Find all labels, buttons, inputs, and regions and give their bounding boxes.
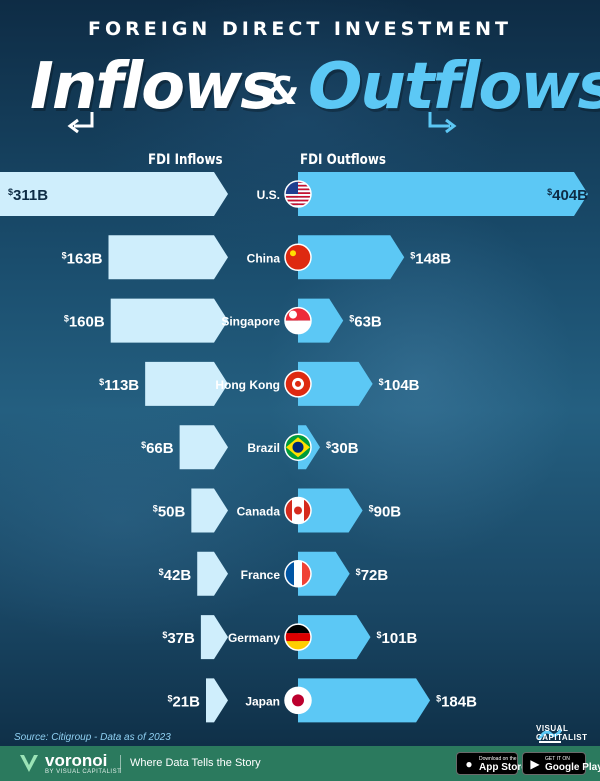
voronoi-wordmark: voronoi [45, 751, 108, 770]
apple-icon: ● [465, 757, 473, 771]
inflow-bar-u-s [0, 172, 228, 216]
outflow-arrow-icon [428, 112, 450, 128]
outflow-label-china: $148B [410, 250, 451, 267]
outflow-label-singapore: $63B [349, 314, 382, 331]
voronoi-logo-icon [20, 755, 38, 772]
hong-kong-flag-icon [284, 370, 312, 398]
inflow-bar-france [197, 551, 228, 596]
inflow-bar-brazil [179, 425, 228, 470]
inflow-label-germany: $37B [162, 630, 195, 647]
japan-flag-icon [284, 686, 312, 715]
outflow-label-hong-kong: $104B [379, 377, 420, 394]
title-arrows [67, 112, 457, 134]
outflow-bar-u-s [298, 172, 588, 216]
inflow-bar-canada [191, 488, 228, 533]
outflow-bar-japan [298, 678, 431, 723]
inflow-label-u-s: $311B [8, 187, 48, 204]
country-label-france: France [241, 568, 281, 582]
google-play-icon: ▶ [530, 757, 540, 771]
outflows-column-label: FDI Outflows [300, 152, 386, 168]
inflow-label-brazil: $66B [141, 440, 174, 457]
outflow-arrow-head-icon [445, 118, 457, 134]
footer-tagline: Where Data Tells the Story [130, 757, 261, 769]
footer-divider [120, 755, 121, 773]
singapore-flag-icon [284, 306, 312, 335]
country-label-hong-kong: Hong Kong [215, 378, 280, 392]
title-ampersand: & [266, 69, 300, 113]
wordmark-line1: VISUAL [536, 724, 569, 733]
country-label-germany: Germany [228, 631, 280, 645]
inflow-label-china: $163B [62, 250, 103, 267]
visual-capitalist-logo-icon [537, 729, 563, 743]
app-store-button[interactable]: ● Download on the App Store [456, 752, 527, 775]
inflow-bar-japan [206, 678, 228, 723]
inflow-arrow-icon [74, 112, 94, 128]
china-flag-icon [284, 243, 312, 272]
outflow-bar-germany [298, 615, 371, 660]
title-outflows: Outflows [308, 50, 600, 124]
inflows-column-label: FDI Inflows [148, 152, 223, 168]
outflow-label-france: $72B [356, 567, 389, 584]
inflow-label-hong-kong: $113B [99, 377, 139, 394]
chart-overline: FOREIGN DIRECT INVESTMENT [88, 18, 512, 40]
google-play-small-text: GET IT ON [545, 756, 570, 762]
outflow-label-germany: $101B [377, 630, 418, 647]
canada-flag-icon [284, 496, 312, 525]
country-label-canada: Canada [237, 505, 281, 519]
source-note: Source: Citigroup - Data as of 2023 [14, 732, 171, 743]
outflow-label-brazil: $30B [326, 440, 359, 457]
fdi-bar-chart: $311B $404B U.S. $163B $148B China $160B $63B Si… [0, 172, 588, 723]
outflow-label-u-s: $404B [547, 187, 588, 204]
outflow-bar-hong-kong [298, 361, 373, 406]
inflow-arrow-head-icon [67, 118, 79, 134]
wordmark-line2: CAPITALIST [536, 733, 588, 742]
inflow-bar-china [108, 235, 228, 280]
outflow-bar-france [298, 551, 350, 596]
inflow-bar-singapore [110, 298, 228, 343]
country-label-singapore: Singapore [221, 315, 280, 329]
brazil-flag-icon [284, 433, 312, 461]
france-flag-icon [284, 560, 312, 588]
country-label-japan: Japan [245, 694, 280, 708]
inflow-label-france: $42B [159, 567, 192, 584]
outflow-label-japan: $184B [436, 693, 477, 710]
germany-flag-icon [284, 623, 312, 651]
inflow-bar-germany [200, 615, 228, 660]
country-label-china: China [247, 251, 281, 265]
google-play-big-text: Google Play [545, 762, 600, 773]
outflow-bar-singapore [298, 298, 344, 343]
footer-bar: voronoi BY VISUAL CAPITALIST Where Data … [0, 746, 600, 781]
google-play-button[interactable]: ▶ GET IT ON Google Play [522, 752, 600, 775]
inflow-label-canada: $50B [153, 504, 186, 521]
outflow-bar-china [298, 235, 405, 280]
inflow-label-japan: $21B [167, 693, 200, 710]
country-label-brazil: Brazil [247, 441, 280, 455]
visual-capitalist-wordmark: VISUAL CAPITALIST [536, 724, 588, 742]
outflow-label-canada: $90B [369, 504, 402, 521]
outflow-bar-canada [298, 488, 363, 533]
country-label-u-s: U.S. [257, 188, 280, 202]
inflow-bar-hong-kong [145, 361, 228, 406]
voronoi-subtitle: BY VISUAL CAPITALIST [45, 769, 122, 775]
us-flag-icon [284, 180, 312, 208]
inflow-label-singapore: $160B [64, 314, 105, 331]
title-inflows: Inflows [30, 50, 278, 124]
app-store-small-text: Download on the [479, 756, 517, 762]
app-store-big-text: App Store [479, 762, 527, 773]
